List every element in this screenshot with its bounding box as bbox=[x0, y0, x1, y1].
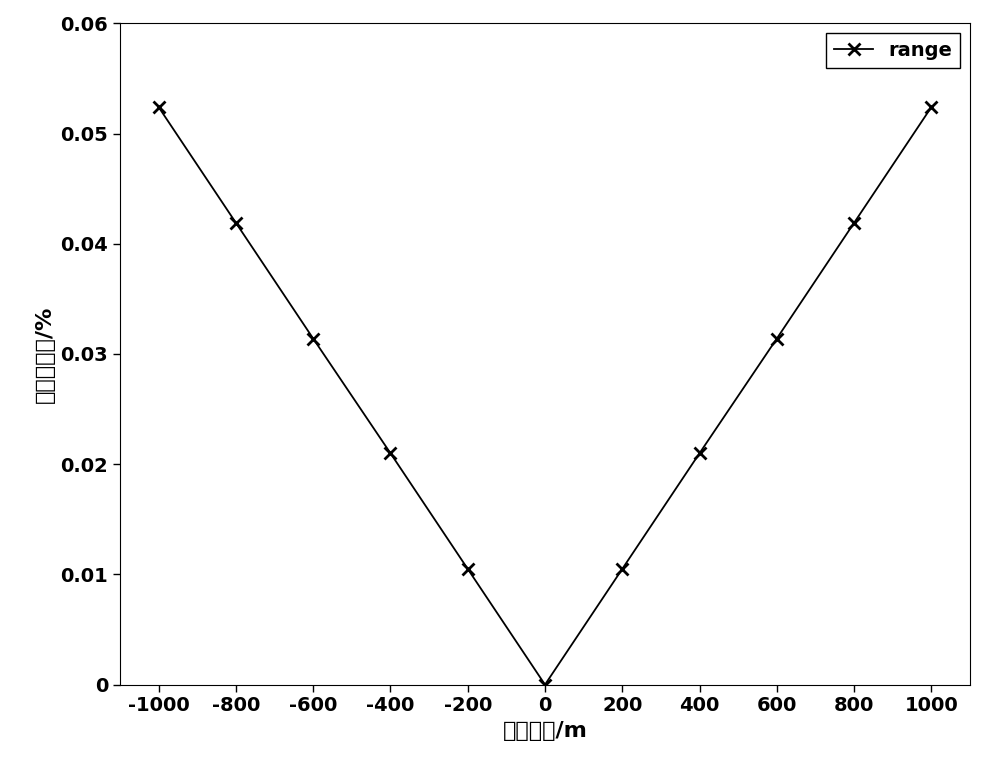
range bbox=[230, 218, 242, 227]
range bbox=[848, 218, 860, 227]
range bbox=[462, 564, 474, 573]
X-axis label: 高度误差/m: 高度误差/m bbox=[503, 721, 587, 741]
Y-axis label: 误差百分比/%: 误差百分比/% bbox=[35, 305, 55, 403]
range bbox=[925, 103, 937, 112]
range bbox=[384, 448, 396, 457]
range bbox=[616, 564, 628, 573]
Legend: range: range bbox=[826, 33, 960, 68]
range bbox=[771, 334, 783, 343]
range bbox=[694, 448, 706, 457]
range bbox=[539, 680, 551, 689]
range bbox=[307, 334, 319, 343]
range bbox=[153, 103, 165, 112]
Line: range: range bbox=[152, 101, 938, 691]
